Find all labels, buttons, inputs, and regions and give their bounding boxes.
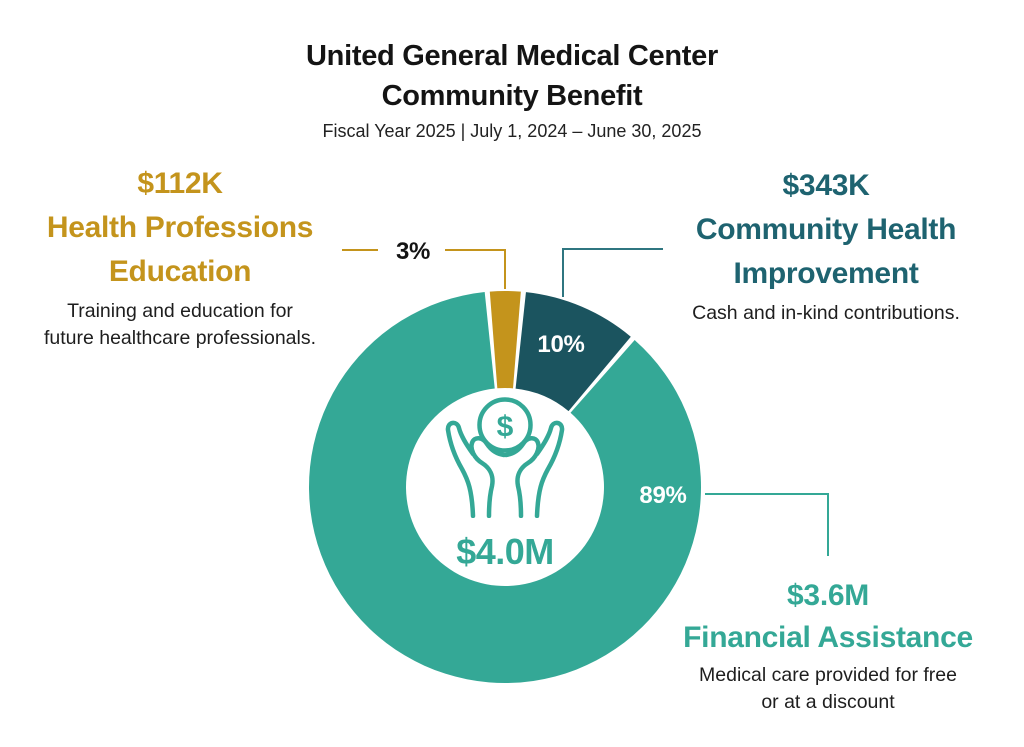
page-title-block: United General Medical Center Community …: [0, 36, 1024, 142]
coin-dollar-symbol: $: [497, 411, 514, 444]
callout-financial-assistance: $3.6M Financial Assistance Medical care …: [632, 574, 1024, 716]
page-subtitle: Fiscal Year 2025 | July 1, 2024 – June 3…: [322, 121, 702, 141]
education-connector-line: [445, 249, 506, 289]
community-name-line2: Improvement: [733, 257, 919, 290]
community-amount: $343K: [782, 169, 870, 202]
education-name-line2: Education: [108, 255, 252, 288]
center-total-amount: $4.0M: [456, 531, 554, 572]
education-desc-line1: Training and education for: [67, 300, 293, 322]
hands-holding-dollar-icon: $: [445, 397, 565, 518]
financial-name: Financial Assistance: [683, 621, 973, 654]
callout-health-professions-education: $112K Health Professions Education Train…: [10, 162, 350, 352]
right-hand: [503, 420, 565, 518]
education-amount: $112K: [137, 167, 223, 200]
left-hand: [445, 420, 507, 518]
financial-desc-line1: Medical care provided for free: [699, 664, 957, 686]
percent-label-financial: 89%: [639, 482, 687, 509]
page-title-line2: Community Benefit: [381, 80, 643, 112]
community-name-line1: Community Health: [695, 213, 957, 246]
page-title-line1: United General Medical Center: [306, 40, 718, 72]
education-name-line1: Health Professions: [46, 211, 314, 244]
community-description: Cash and in-kind contributions.: [692, 302, 960, 324]
coin-circle: [477, 397, 533, 453]
financial-desc-line2: or at a discount: [761, 691, 895, 713]
percent-label-community: 10%: [537, 331, 585, 358]
donut-segment-health-professions-education: [489, 290, 521, 389]
financial-connector-line: [705, 493, 829, 556]
callout-community-health-improvement: $343K Community Health Improvement Cash …: [635, 164, 1017, 327]
education-desc-line2: future healthcare professionals.: [43, 327, 317, 349]
education-description: Training and education for future health…: [10, 298, 350, 352]
financial-amount: $3.6M: [787, 579, 869, 612]
financial-description: Medical care provided for free or at a d…: [632, 662, 1024, 716]
percent-label-education: 3%: [395, 238, 431, 265]
